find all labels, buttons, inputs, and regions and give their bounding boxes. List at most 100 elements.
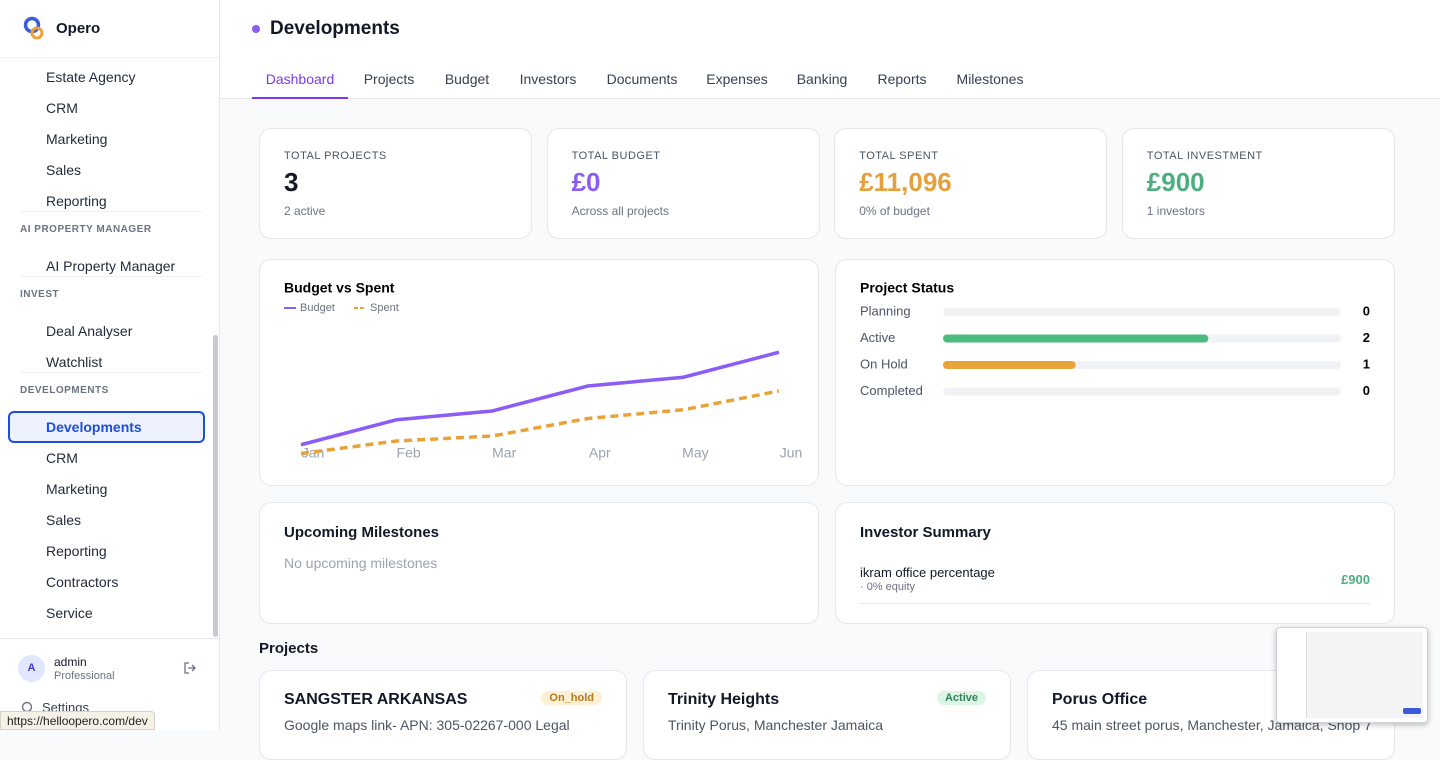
avatar: A [18,655,45,682]
tab[interactable]: Documents [606,71,678,87]
status-label: Completed [860,383,923,398]
tab[interactable]: Dashboard [252,60,348,99]
stat-note: Across all projects [571,204,669,218]
stat-value: 3 [284,167,299,197]
x-tick-label: Apr [589,445,611,461]
project-name: SANGSTER ARKANSAS [284,691,468,708]
stat-card: TOTAL BUDGET £0 Across all projects [546,128,820,239]
bar [943,334,1209,343]
investor-amount: £900 [1341,572,1370,587]
title-dot [252,25,260,33]
nav-heading: DEVELOPMENTS [20,385,109,396]
header [220,0,1440,99]
line-series [300,389,780,456]
thumbnail-button [1403,708,1421,714]
sidebar: Opero A admin Professional Settings Esta… [0,0,220,730]
card-title: Upcoming Milestones [284,524,440,541]
status-value: 1 [1363,356,1370,371]
x-tick-label: Jun [780,445,803,461]
stat-note: 0% of budget [859,204,930,218]
nav-item[interactable]: Marketing [46,481,108,497]
tab[interactable]: Budget [444,71,490,87]
nav-item[interactable]: AI Property Manager [46,258,176,274]
stat-value: £0 [571,167,601,197]
tab[interactable]: Investors [519,71,577,87]
x-tick-label: Mar [492,445,516,461]
stat-note: 1 investors [1146,204,1205,218]
tab[interactable]: Projects [363,71,415,87]
tab[interactable]: Milestones [956,71,1024,87]
nav-heading: INVEST [20,289,60,300]
status-chart: Project Status Planning 0 Active 2 On Hold 1 Co… [860,280,1370,398]
line-series [300,350,780,447]
logo [23,16,44,40]
card-title: Investor Summary [860,524,991,541]
milestones-card: Upcoming Milestones No upcoming mileston… [259,502,819,624]
tab[interactable]: Reports [877,71,927,87]
status-value: 2 [1363,330,1370,345]
status-url: https://helloopero.com/dev [0,711,155,730]
x-tick-label: Jan [302,445,325,461]
nav-item[interactable]: Watchlist [46,354,103,370]
status-label: On Hold [860,356,908,371]
stat-card: TOTAL PROJECTS 3 2 active [259,128,532,239]
nav-item[interactable]: Developments [8,411,205,443]
status-badge: Active [936,691,986,705]
stat-value: £11,096 [859,167,952,197]
project-card[interactable]: SANGSTER ARKANSAS On_hold Google maps link… [259,670,627,760]
user-name: admin [54,655,87,669]
project-name: Trinity Heights [668,691,780,708]
budget-chart-card: Budget vs Spent Budget Spent Jan Feb Mar Apr Ma… [259,259,819,486]
nav-item[interactable]: Estate Agency [46,69,136,85]
status-badge: On_hold [541,691,602,705]
divider [20,276,202,277]
section-title: Projects [259,640,319,657]
divider [0,638,219,639]
stat-label: TOTAL PROJECTS [284,150,387,162]
stat-note: 2 active [284,204,326,218]
stat-card: TOTAL SPENT £11,096 0% of budget [834,128,1108,239]
legend-label: Budget [300,302,335,314]
status-value: 0 [1363,303,1370,318]
investor-detail: · 0% equity [860,581,916,593]
status-value: 0 [1363,383,1370,398]
nav-item[interactable]: CRM [46,100,78,116]
project-name: Porus Office [1052,691,1148,708]
project-description: Trinity Porus, Manchester Jamaica [668,717,883,733]
x-tick-label: May [682,445,708,461]
tab[interactable]: Banking [796,71,848,87]
tab[interactable]: Expenses [706,71,768,87]
nav-item[interactable]: Service [46,605,93,621]
divider [860,603,1370,604]
stat-label: TOTAL BUDGET [571,150,661,162]
legend-label: Spent [370,302,399,314]
bar [943,361,1076,369]
project-description: Google maps link- APN: 305-02267-000 Leg… [284,717,570,733]
stat-label: TOTAL INVESTMENT [1146,150,1263,162]
nav-item[interactable]: Contractors [46,574,119,590]
chart-title: Project Status [860,280,954,296]
project-card[interactable]: Trinity Heights Active Trinity Porus, Manc… [643,670,1011,760]
nav-item[interactable]: CRM [46,450,78,466]
nav-item[interactable]: Sales [46,512,82,528]
stat-card: TOTAL INVESTMENT £900 1 investors [1121,128,1395,239]
nav-item[interactable]: Deal Analyser [46,323,133,339]
stat-value: £900 [1146,167,1205,197]
nav-heading: AI PROPERTY MANAGER [20,224,152,235]
nav-item[interactable]: Sales [46,162,82,178]
nav-item[interactable]: Marketing [46,131,108,147]
stat-label: TOTAL SPENT [859,150,939,162]
bar-track [943,387,1341,396]
page-title: Developments [270,18,400,39]
investor-name: ikram office percentage [860,565,995,580]
x-tick-label: Feb [397,445,421,461]
divider [20,372,202,373]
line-chart: Budget vs Spent Budget Spent Jan Feb Mar Apr Ma… [284,280,803,461]
thumbnail[interactable] [1276,627,1428,723]
nav-item[interactable]: Reporting [46,193,107,209]
status-label: Planning [860,303,911,318]
nav-item[interactable]: Reporting [46,543,107,559]
logout-icon[interactable] [183,661,197,675]
divider [20,211,202,212]
